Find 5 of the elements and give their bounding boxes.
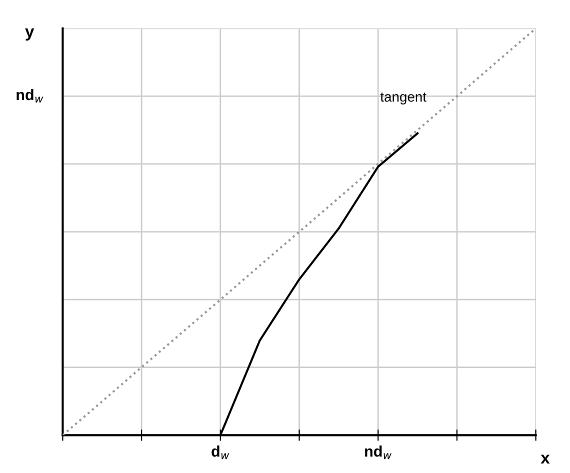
- x-tick-label: d$_{w}$: [212, 445, 230, 460]
- y-axis-title: y: [25, 28, 34, 41]
- annotation: tangent: [380, 92, 426, 104]
- text: nd$_{w}$: [16, 88, 44, 103]
- x-axis-title: x: [540, 454, 550, 464]
